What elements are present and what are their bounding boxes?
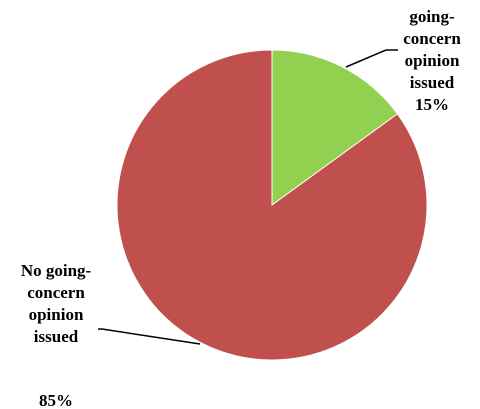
- label-no-going-concern-line-1: No going-: [20, 261, 92, 280]
- label-going-concern-line-2: concern: [403, 29, 461, 48]
- label-no-going-concern-line-3: opinion: [28, 305, 84, 324]
- pie-slices: [116, 49, 428, 361]
- pie-slice-no-going-concern: [116, 49, 428, 361]
- label-no-going-concern: No going- concern opinion issued 85%: [4, 260, 108, 409]
- label-no-going-concern-percent: 85%: [39, 391, 73, 409]
- label-going-concern-line-1: going-: [409, 7, 455, 26]
- label-no-going-concern-line-4: issued: [33, 327, 79, 346]
- label-going-concern: going- concern opinion issued 15%: [388, 6, 476, 116]
- leader-line-going-concern: [345, 49, 398, 68]
- label-going-concern-percent: 15%: [415, 95, 449, 114]
- label-going-concern-line-3: opinion: [404, 51, 460, 70]
- leader-line-no-going-concern: [98, 328, 201, 345]
- leader-lines: [98, 49, 398, 345]
- pie-slice-going-concern: [271, 49, 399, 206]
- label-no-going-concern-line-2: concern: [27, 283, 85, 302]
- label-going-concern-line-4: issued: [409, 73, 455, 92]
